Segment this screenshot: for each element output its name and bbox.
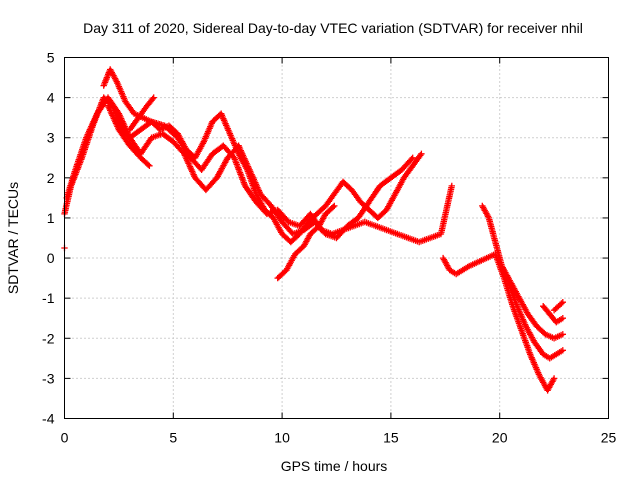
- series-pass-6: [274, 202, 338, 282]
- x-tick-label: 25: [601, 430, 617, 446]
- series-markers: [126, 94, 157, 133]
- series-pass-10: [540, 303, 566, 326]
- x-tick-label: 10: [274, 430, 290, 446]
- y-tick-label: 0: [47, 250, 55, 266]
- y-tick-label: -1: [42, 290, 55, 306]
- series-pass-4: [104, 102, 153, 169]
- y-tick-label: -2: [42, 330, 55, 346]
- plot-frame: [64, 57, 609, 419]
- grid-lines: [64, 57, 609, 419]
- y-tick-label: -4: [42, 411, 55, 427]
- series-pass-5: [126, 94, 157, 133]
- series-markers: [540, 303, 566, 326]
- x-tick-label: 15: [383, 430, 399, 446]
- y-tick-labels: -4 -3 -2 -1 0 1 2 3 4 5: [42, 50, 55, 427]
- series-markers: [550, 299, 566, 314]
- series-pass-7: [439, 250, 558, 394]
- series-markers: [104, 102, 153, 169]
- series-markers: [439, 250, 558, 394]
- y-tick-label: 5: [47, 50, 55, 66]
- series-markers: [100, 66, 425, 246]
- data-series: [61, 66, 566, 394]
- x-tick-label: 20: [492, 430, 508, 446]
- series-pass-9: [498, 262, 566, 342]
- x-tick-label: 5: [169, 430, 177, 446]
- y-tick-label: 1: [47, 210, 55, 226]
- series-pass-3: [100, 66, 425, 246]
- x-axis-label: GPS time / hours: [281, 458, 388, 474]
- series-markers: [498, 262, 566, 342]
- chart-title: Day 311 of 2020, Sidereal Day-to-day VTE…: [83, 20, 583, 36]
- x-tick-labels: 0 5 10 15 20 25: [61, 430, 617, 446]
- series-pass-11: [550, 299, 566, 314]
- y-tick-label: 3: [47, 130, 55, 146]
- y-tick-label: -3: [42, 370, 55, 386]
- x-tick-label: 0: [61, 430, 69, 446]
- y-tick-label: 2: [47, 170, 55, 186]
- y-tick-label: 4: [47, 90, 55, 106]
- y-axis-label: SDTVAR / TECUs: [5, 182, 21, 294]
- series-markers: [274, 202, 338, 282]
